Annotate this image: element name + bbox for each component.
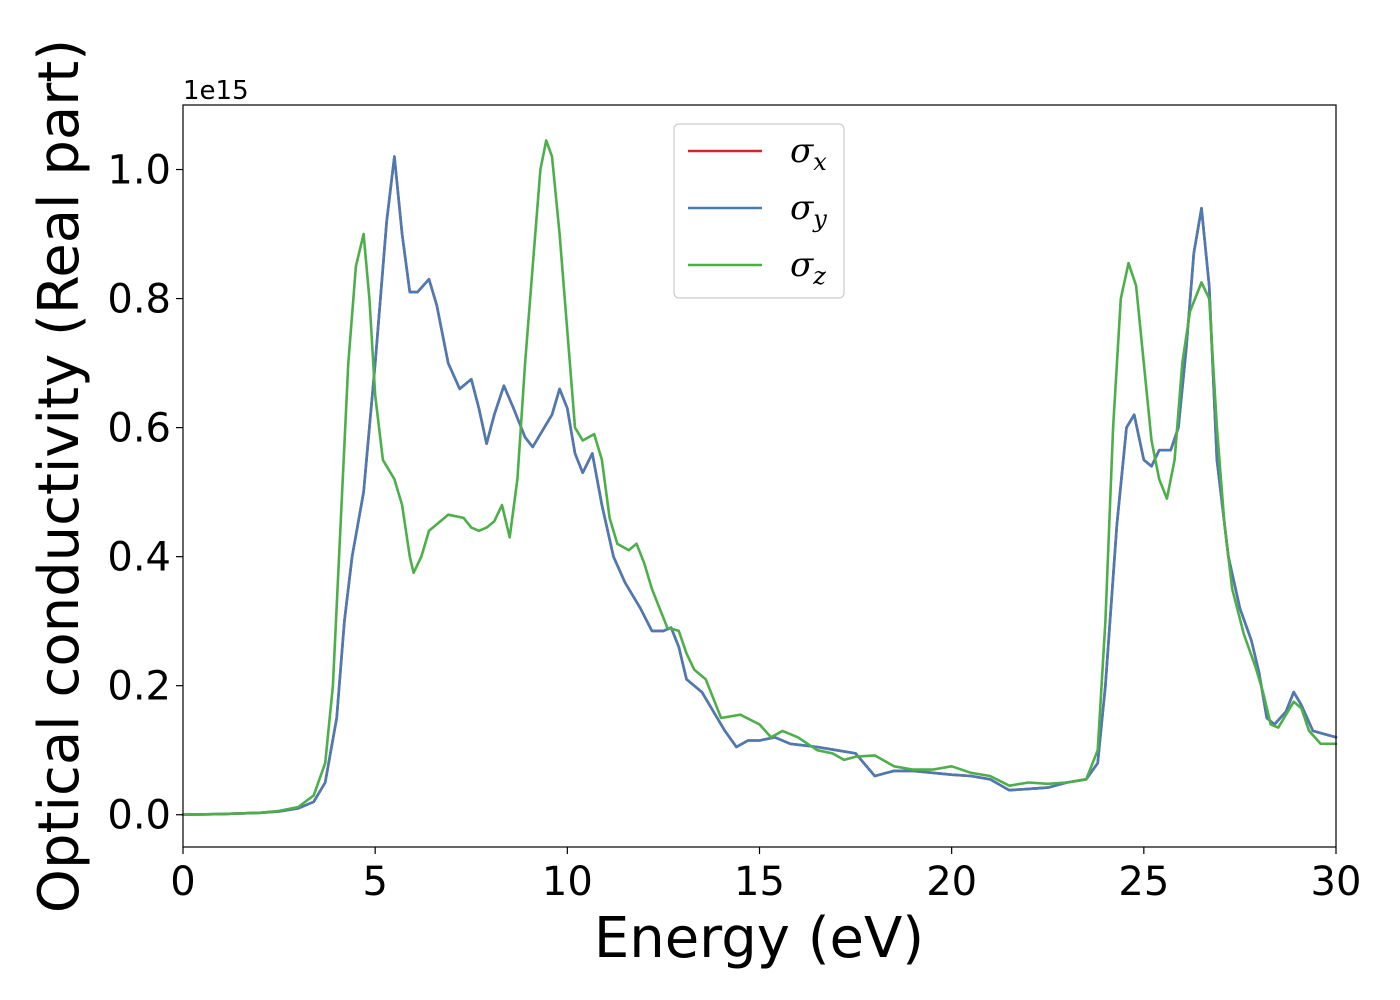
x-tick-label: 20 bbox=[926, 859, 977, 905]
plot-lines bbox=[181, 139, 1338, 816]
x-tick-label: 25 bbox=[1118, 859, 1169, 905]
x-tick-label: 30 bbox=[1311, 859, 1362, 905]
y-axis: 0.0 0.2 0.4 0.6 0.8 1.0 bbox=[107, 148, 183, 839]
y-exponent-label: 1e15 bbox=[183, 76, 249, 106]
series-line-z bbox=[181, 139, 1338, 816]
y-tick-label: 0.0 bbox=[107, 793, 171, 839]
y-tick-label: 0.8 bbox=[107, 277, 171, 323]
legend-frame bbox=[673, 123, 845, 299]
x-tick-label: 10 bbox=[542, 859, 593, 905]
x-axis-title: Energy (eV) bbox=[594, 906, 924, 971]
legend-label-y: σy bbox=[790, 188, 827, 233]
y-tick-label: 0.4 bbox=[107, 535, 171, 581]
x-tick-label: 5 bbox=[362, 859, 387, 905]
x-tick-label: 0 bbox=[170, 859, 195, 905]
x-axis: 0 5 10 15 20 25 30 bbox=[170, 847, 1361, 905]
y-axis-title: Optical conductivity (Real part) bbox=[27, 39, 92, 913]
legend-label-x: σx bbox=[790, 131, 827, 176]
legend-label-z: σz bbox=[790, 245, 826, 290]
y-tick-label: 0.6 bbox=[107, 406, 171, 452]
y-tick-label: 1.0 bbox=[107, 148, 171, 194]
x-tick-label: 15 bbox=[734, 859, 785, 905]
y-tick-label: 0.2 bbox=[107, 664, 171, 710]
legend: σx σy σz bbox=[673, 123, 845, 299]
